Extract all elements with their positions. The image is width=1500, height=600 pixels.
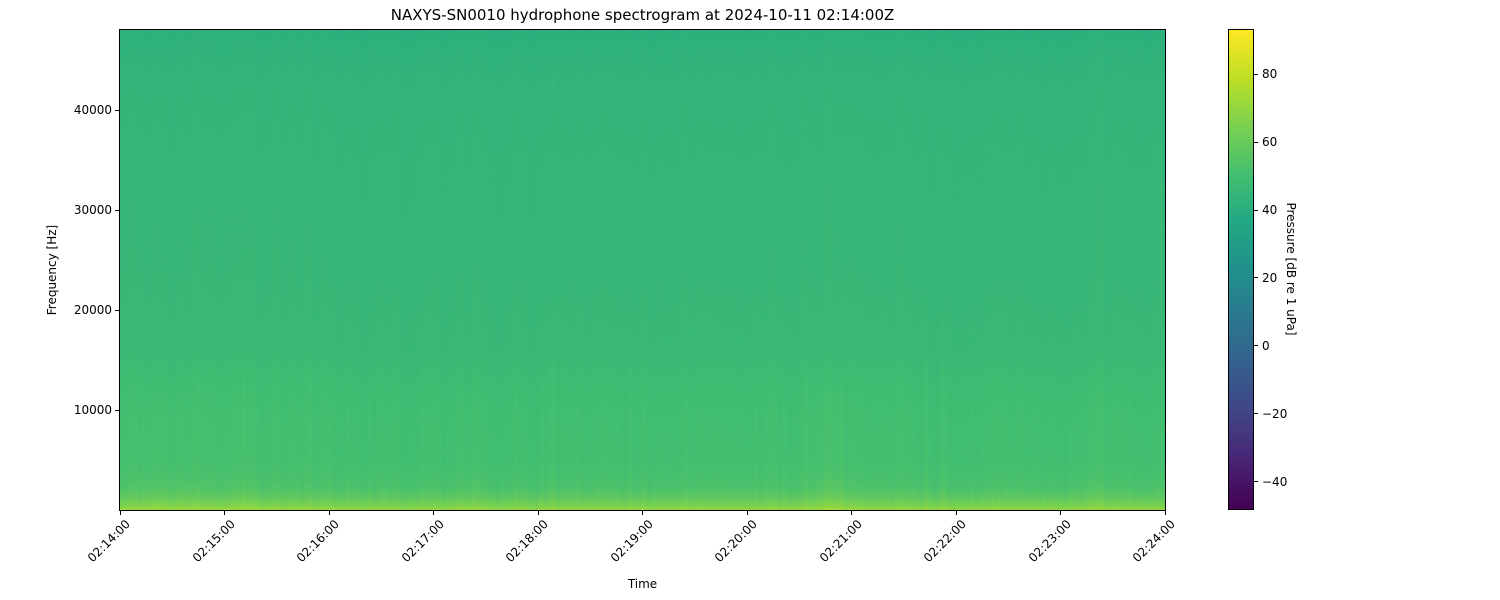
colorbar-gradient: [1229, 30, 1253, 509]
colorbar-tick-mark: [1254, 481, 1258, 483]
colorbar-tick-mark: [1254, 73, 1258, 75]
x-tick-mark: [328, 511, 330, 515]
y-tick-label: 30000: [73, 203, 112, 217]
colorbar-tick-label: −20: [1262, 406, 1288, 421]
x-tick-mark: [746, 511, 748, 515]
colorbar-tick-label: −40: [1262, 474, 1288, 489]
colorbar-tick-label: 20: [1262, 270, 1278, 285]
x-tick-mark: [537, 511, 539, 515]
colorbar-label: Pressure [dB re 1 uPa]: [1284, 202, 1298, 336]
colorbar-tick-mark: [1254, 277, 1258, 279]
y-tick-label: 20000: [73, 303, 112, 317]
colorbar-tick-mark: [1254, 345, 1258, 347]
colorbar-tick-label: 40: [1262, 203, 1278, 218]
y-axis-label: Frequency [Hz]: [45, 224, 59, 316]
spectrogram-plot-area: [119, 29, 1166, 511]
y-tick-label: 40000: [73, 103, 112, 117]
colorbar-tick-mark: [1254, 141, 1258, 143]
x-tick-mark: [119, 511, 121, 515]
colorbar-tick-label: 0: [1262, 338, 1270, 353]
x-tick-mark: [851, 511, 852, 515]
x-tick-mark: [955, 511, 957, 515]
colorbar-tick-label: 60: [1262, 135, 1278, 150]
x-axis-label: Time: [627, 577, 658, 591]
colorbar: [1228, 29, 1254, 510]
y-tick-mark: [115, 309, 119, 311]
x-tick-mark: [1060, 511, 1061, 515]
y-tick-mark: [115, 109, 119, 111]
x-tick-mark: [224, 511, 225, 515]
x-tick-mark: [433, 511, 434, 515]
chart-title: NAXYS-SN0010 hydrophone spectrogram at 2…: [390, 6, 895, 24]
x-tick-mark: [642, 511, 643, 515]
colorbar-tick-mark: [1254, 209, 1258, 211]
colorbar-tick-mark: [1254, 413, 1258, 415]
y-tick-mark: [115, 409, 119, 411]
spectrogram-heatmap: [120, 30, 1165, 510]
y-tick-label: 10000: [73, 403, 112, 417]
y-tick-mark: [115, 209, 119, 211]
x-tick-mark: [1164, 511, 1166, 515]
colorbar-tick-label: 80: [1262, 67, 1278, 82]
